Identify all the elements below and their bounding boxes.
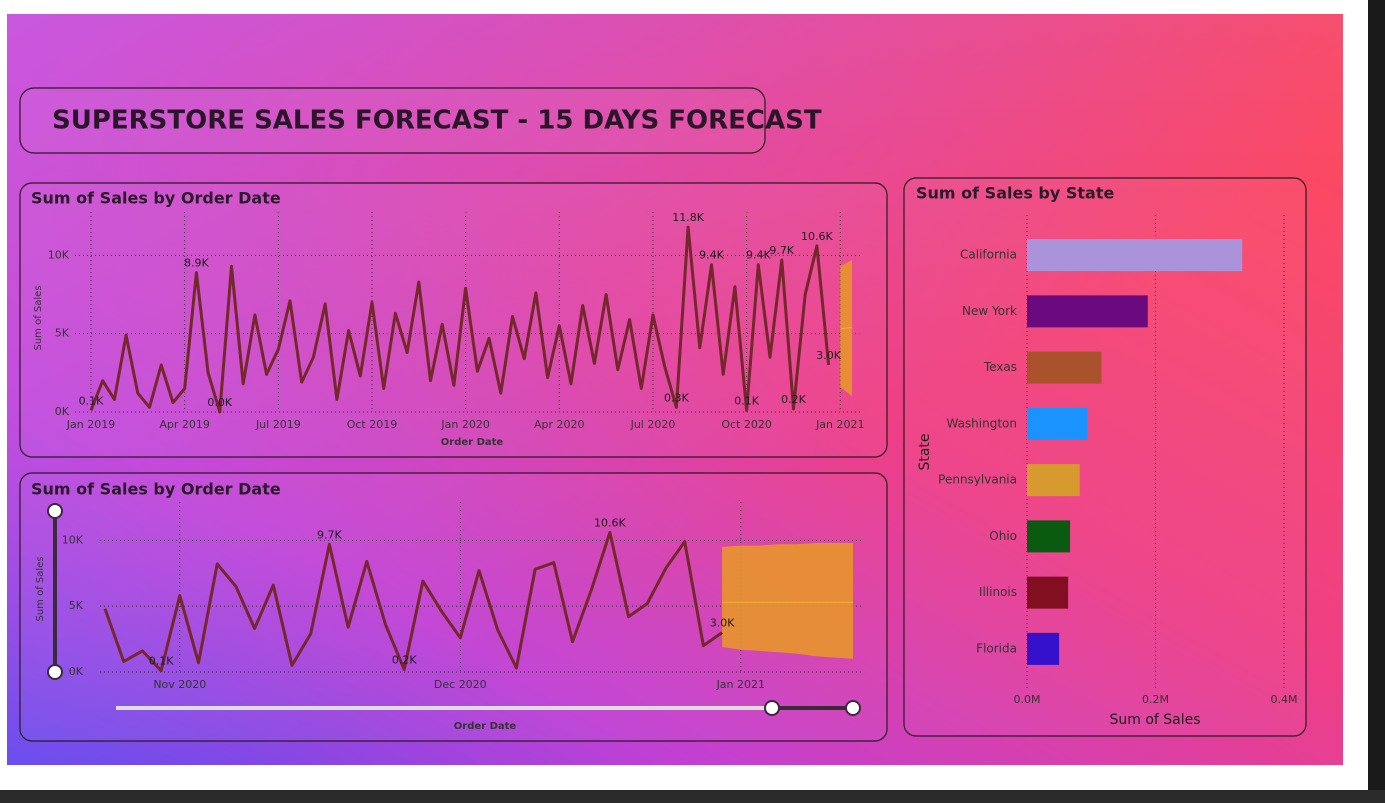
y-tick-label: 0K — [55, 405, 70, 418]
bar — [1027, 632, 1060, 665]
bar — [1027, 520, 1071, 553]
data-label: 11.8K — [672, 211, 704, 224]
background-glow — [7, 14, 1343, 765]
page-title: SUPERSTORE SALES FORECAST - 15 DAYS FORE… — [52, 106, 822, 136]
y-axis-label: Sum of Sales — [33, 285, 44, 350]
data-label: 9.7K — [769, 244, 794, 257]
bar — [1027, 464, 1080, 497]
x-tick-label: Dec 2020 — [434, 678, 487, 691]
y-tick-label: 10K — [48, 248, 70, 261]
x-tick-label: Jan 2019 — [66, 418, 115, 431]
slider-handle[interactable] — [764, 700, 780, 716]
x-tick-label: Jul 2020 — [630, 418, 676, 431]
data-label: 9.4K — [699, 249, 724, 262]
y-tick-label: Florida — [976, 641, 1017, 655]
x-axis-label: Sum of Sales — [1109, 712, 1200, 728]
forecast-band — [722, 543, 853, 659]
data-label: 3.0K — [710, 617, 735, 630]
y-tick-label: 0K — [69, 665, 84, 678]
slider-handle[interactable] — [845, 700, 861, 716]
data-label: 0.3K — [664, 391, 689, 404]
data-label: 0.1K — [79, 394, 104, 407]
x-tick-label: Jul 2019 — [255, 418, 301, 431]
data-label: 10.6K — [801, 230, 833, 243]
panel — [903, 177, 1307, 737]
y-range-slider[interactable] — [47, 503, 63, 680]
bar — [1027, 239, 1243, 272]
y-tick-label: 5K — [69, 599, 84, 612]
y-axis-label: State — [917, 433, 933, 470]
x-tick-label: Jan 2021 — [815, 418, 864, 431]
y-tick-label: 5K — [55, 327, 70, 340]
status-bar — [0, 790, 1385, 803]
data-label: 0.1K — [149, 655, 174, 668]
data-label: 0.0K — [207, 396, 232, 409]
y-tick-label: Texas — [983, 360, 1017, 374]
series-line — [89, 225, 831, 414]
panel — [19, 182, 888, 458]
y-axis-label: Sum of Sales — [35, 556, 46, 621]
data-label: 0.2K — [392, 653, 417, 666]
x-tick-label: Nov 2020 — [153, 678, 206, 691]
y-tick-label: Illinois — [979, 585, 1017, 599]
scroll-edge — [1368, 0, 1385, 790]
x-tick-label: 0.0M — [1014, 693, 1041, 706]
y-tick-label: New York — [962, 304, 1017, 318]
data-label: 0.1K — [734, 394, 759, 407]
data-label: 8.9K — [184, 257, 209, 270]
data-label: 9.4K — [746, 249, 771, 262]
chart-title: Sum of Sales by Order Date — [31, 480, 281, 499]
title-box — [19, 87, 766, 154]
x-axis-label: Order Date — [441, 437, 504, 448]
y-tick-label: Pennsylvania — [938, 473, 1017, 487]
data-label: 3.0K — [816, 349, 841, 362]
x-range-slider[interactable] — [116, 700, 861, 716]
x-tick-label: Jan 2021 — [716, 678, 765, 691]
data-label: 9.7K — [317, 528, 342, 541]
chart-title: Sum of Sales by Order Date — [31, 189, 281, 208]
x-tick-label: 0.4M — [1271, 693, 1298, 706]
bar — [1027, 576, 1069, 609]
y-tick-label: Ohio — [989, 529, 1017, 543]
bar — [1027, 295, 1148, 328]
x-tick-label: 0.2M — [1142, 693, 1169, 706]
chart-title: Sum of Sales by State — [916, 184, 1115, 203]
data-label: 0.2K — [781, 393, 806, 406]
x-axis-label: Order Date — [454, 721, 517, 732]
data-label: 10.6K — [594, 516, 626, 529]
series-line — [103, 530, 723, 673]
y-tick-label: Washington — [946, 416, 1017, 430]
x-tick-label: Apr 2019 — [159, 418, 210, 431]
y-tick-label: 10K — [62, 533, 84, 546]
slider-handle[interactable] — [47, 503, 63, 519]
x-tick-label: Oct 2020 — [721, 418, 772, 431]
y-tick-label: California — [960, 248, 1017, 262]
slider-handle[interactable] — [47, 664, 63, 680]
bar — [1027, 407, 1088, 440]
forecast-line — [840, 326, 853, 330]
bar — [1027, 351, 1102, 384]
x-tick-label: Apr 2020 — [534, 418, 585, 431]
x-tick-label: Jan 2020 — [440, 418, 489, 431]
x-tick-label: Oct 2019 — [347, 418, 398, 431]
